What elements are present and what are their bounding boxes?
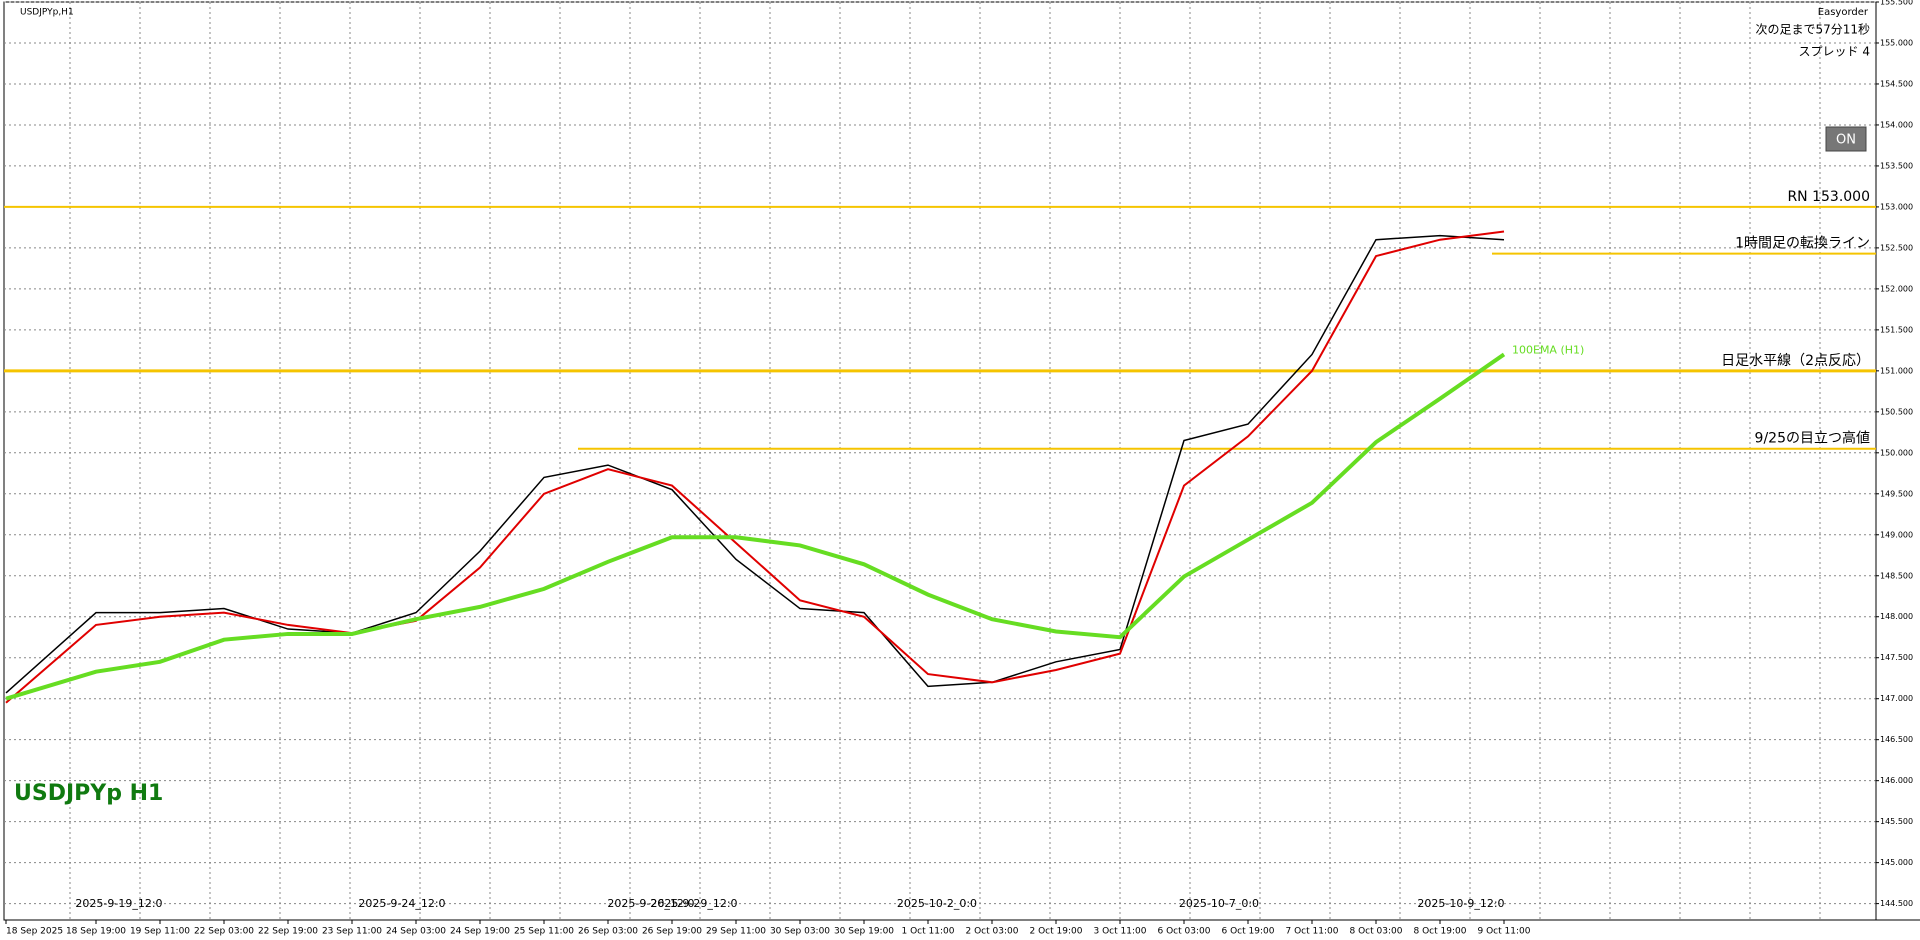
grid <box>4 1 1876 920</box>
series-line <box>5 234 1505 694</box>
spread: スプレッド 4 <box>1799 45 1870 59</box>
y-tick-label: 148.500 <box>1880 571 1913 580</box>
time-marker-label: 2025-10-2_0:0 <box>897 897 977 910</box>
y-tick-label: 155.500 <box>1880 0 1913 7</box>
x-tick-label: 24 Sep 03:00 <box>386 927 446 937</box>
x-tick-label: 6 Oct 19:00 <box>1222 927 1275 937</box>
plot-frame <box>3 1 1877 921</box>
x-tick-label: 9 Oct 11:00 <box>1478 927 1531 937</box>
y-tick-label: 146.500 <box>1880 735 1913 744</box>
level-label: RN 153.000 <box>1787 189 1870 205</box>
y-tick-label: 151.500 <box>1880 325 1913 334</box>
x-tick-label: 18 Sep 19:00 <box>66 927 126 937</box>
y-tick-label: 144.500 <box>1880 899 1913 908</box>
time-marker-label: 2025-9-19_12:0 <box>75 897 162 910</box>
time-marker-label: 2025-9-29_12:0 <box>650 897 737 910</box>
x-tick-label: 1 Oct 11:00 <box>902 927 955 937</box>
y-tick-label: 153.500 <box>1880 161 1913 170</box>
on-button[interactable] <box>1825 126 1867 152</box>
series-label: 100EMA (H1) <box>1512 343 1584 356</box>
time-marker-label: 2025-10-7_0:0 <box>1179 897 1259 910</box>
x-tick-label: 22 Sep 19:00 <box>258 927 318 937</box>
x-tick-label: 23 Sep 11:00 <box>322 927 382 937</box>
y-tick-label: 150.500 <box>1880 407 1913 416</box>
y-tick-label: 146.000 <box>1880 776 1913 785</box>
x-tick-label: 25 Sep 11:00 <box>514 927 574 937</box>
level-label: 9/25の目立つ高値 <box>1755 430 1870 447</box>
x-tick-label: 18 Sep 2025 <box>6 927 63 937</box>
on-button-label[interactable]: ON <box>1836 133 1856 148</box>
x-tick-label: 26 Sep 03:00 <box>578 927 638 937</box>
watermark: USDJPYp H1 <box>14 781 163 806</box>
y-tick-label: 152.000 <box>1880 284 1913 293</box>
indicator-name: Easyorder <box>1818 7 1869 18</box>
x-tick-label: 26 Sep 19:00 <box>642 927 702 937</box>
y-tick-label: 155.000 <box>1880 38 1913 47</box>
x-tick-label: 8 Oct 19:00 <box>1414 927 1467 937</box>
y-tick-label: 149.000 <box>1880 530 1913 539</box>
time-marker-label: 2025-9-24_12:0 <box>358 897 445 910</box>
level-label: 日足水平線（2点反応） <box>1721 353 1870 369</box>
y-tick-label: 150.000 <box>1880 448 1913 457</box>
x-tick-label: 24 Sep 19:00 <box>450 927 510 937</box>
x-tick-label: 30 Sep 19:00 <box>834 927 894 937</box>
y-tick-label: 154.000 <box>1880 120 1913 129</box>
y-tick-label: 149.500 <box>1880 489 1913 498</box>
series-line <box>5 230 1505 704</box>
y-tick-label: 147.000 <box>1880 694 1913 703</box>
y-tick-label: 153.000 <box>1880 202 1913 211</box>
x-tick-label: 30 Sep 03:00 <box>770 927 830 937</box>
x-tick-label: 19 Sep 11:00 <box>130 927 190 937</box>
series-line <box>5 352 1506 701</box>
x-tick-label: 29 Sep 11:00 <box>706 927 766 937</box>
x-tick-label: 2 Oct 03:00 <box>966 927 1019 937</box>
y-tick-label: 151.000 <box>1880 366 1913 375</box>
x-tick-label: 7 Oct 11:00 <box>1286 927 1339 937</box>
y-tick-label: 145.500 <box>1880 817 1913 826</box>
y-tick-label: 154.500 <box>1880 79 1913 88</box>
x-tick-label: 22 Sep 03:00 <box>194 927 254 937</box>
y-tick-label: 145.000 <box>1880 858 1913 867</box>
x-tick-label: 3 Oct 11:00 <box>1094 927 1147 937</box>
x-tick-label: 2 Oct 19:00 <box>1030 927 1083 937</box>
countdown: 次の足まで57分11秒 <box>1755 23 1870 37</box>
time-marker-label: 2025-10-9_12:0 <box>1417 897 1504 910</box>
y-tick-label: 147.500 <box>1880 653 1913 662</box>
y-tick-label: 152.500 <box>1880 243 1913 252</box>
x-tick-label: 6 Oct 03:00 <box>1158 927 1211 937</box>
level-label: 1時間足の転換ライン <box>1735 236 1870 252</box>
x-tick-label: 8 Oct 03:00 <box>1350 927 1403 937</box>
chart-title: USDJPYp,H1 <box>20 8 74 18</box>
time-marker-label: 2025-9-26_12:0 <box>607 897 694 910</box>
y-tick-label: 148.000 <box>1880 612 1913 621</box>
